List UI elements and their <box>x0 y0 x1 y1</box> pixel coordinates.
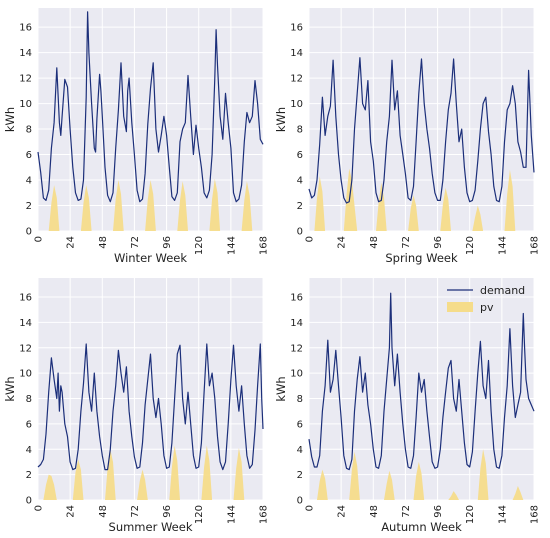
y-tick-label: 2 <box>297 201 303 212</box>
y-tick-label: 12 <box>19 74 32 85</box>
x-tick-label: 0 <box>34 505 45 511</box>
y-tick-label: 8 <box>297 125 303 136</box>
x-tick-label: 48 <box>98 236 109 249</box>
x-axis-label: Summer Week <box>109 520 193 534</box>
y-tick-label: 16 <box>290 293 303 304</box>
y-tick-label: 8 <box>26 394 32 405</box>
legend-pv-swatch <box>447 302 473 312</box>
x-tick-label: 48 <box>369 236 380 249</box>
y-tick-label: 4 <box>297 445 303 456</box>
x-tick-label: 168 <box>530 505 541 524</box>
x-tick-label: 96 <box>433 236 444 249</box>
x-tick-label: 96 <box>162 236 173 249</box>
x-tick-label: 144 <box>226 236 237 255</box>
x-tick-label: 120 <box>194 505 205 524</box>
y-tick-label: 14 <box>290 318 303 329</box>
y-tick-label: 14 <box>19 318 32 329</box>
x-tick-label: 144 <box>497 505 508 524</box>
y-tick-label: 4 <box>297 176 303 187</box>
x-tick-label: 24 <box>66 505 77 518</box>
x-tick-label: 144 <box>226 505 237 524</box>
y-tick-label: 0 <box>297 496 303 507</box>
x-tick-label: 168 <box>530 236 541 255</box>
x-tick-label: 144 <box>497 236 508 255</box>
y-tick-label: 16 <box>290 23 303 34</box>
x-tick-label: 96 <box>433 505 444 518</box>
y-tick-label: 16 <box>19 23 32 34</box>
y-tick-label: 10 <box>19 99 32 110</box>
y-tick-label: 6 <box>26 150 32 161</box>
x-tick-label: 24 <box>66 236 77 249</box>
x-tick-label: 48 <box>98 505 109 518</box>
y-tick-label: 6 <box>26 419 32 430</box>
x-tick-label: 168 <box>259 505 270 524</box>
y-axis-label: kWh <box>3 376 17 401</box>
y-tick-label: 6 <box>297 150 303 161</box>
y-tick-label: 12 <box>19 343 32 354</box>
y-tick-label: 12 <box>290 74 303 85</box>
y-tick-label: 10 <box>290 99 303 110</box>
y-axis-label: kWh <box>3 107 17 132</box>
y-tick-label: 12 <box>290 343 303 354</box>
x-axis-label: Autumn Week <box>381 520 462 534</box>
x-tick-label: 48 <box>369 505 380 518</box>
y-tick-label: 16 <box>19 293 32 304</box>
y-axis-label: kWh <box>274 107 288 132</box>
x-axis-label: Winter Week <box>114 251 187 265</box>
y-tick-label: 14 <box>19 48 32 59</box>
x-tick-label: 120 <box>465 505 476 524</box>
x-tick-label: 72 <box>130 236 141 249</box>
y-tick-label: 14 <box>290 48 303 59</box>
x-tick-label: 0 <box>305 236 316 242</box>
y-tick-label: 0 <box>26 227 32 238</box>
legend-demand-label: demand <box>480 284 525 297</box>
y-tick-label: 2 <box>297 470 303 481</box>
x-tick-label: 0 <box>34 236 45 242</box>
y-tick-label: 10 <box>19 369 32 380</box>
x-tick-label: 24 <box>337 505 348 518</box>
y-tick-label: 0 <box>297 227 303 238</box>
x-tick-label: 72 <box>401 236 412 249</box>
x-tick-label: 72 <box>130 505 141 518</box>
y-tick-label: 8 <box>297 394 303 405</box>
y-tick-label: 4 <box>26 176 32 187</box>
x-axis-label: Spring Week <box>385 251 458 265</box>
y-tick-label: 2 <box>26 201 32 212</box>
x-tick-label: 120 <box>465 236 476 255</box>
y-tick-label: 2 <box>26 470 32 481</box>
y-tick-label: 6 <box>297 419 303 430</box>
x-tick-label: 96 <box>162 505 173 518</box>
y-axis-label: kWh <box>274 376 288 401</box>
legend-pv-label: pv <box>480 301 494 314</box>
y-tick-label: 0 <box>26 496 32 507</box>
x-tick-label: 24 <box>337 236 348 249</box>
y-tick-label: 8 <box>26 125 32 136</box>
y-tick-label: 4 <box>26 445 32 456</box>
x-tick-label: 168 <box>259 236 270 255</box>
x-tick-label: 0 <box>305 505 316 511</box>
y-tick-label: 10 <box>290 369 303 380</box>
x-tick-label: 72 <box>401 505 412 518</box>
x-tick-label: 120 <box>194 236 205 255</box>
